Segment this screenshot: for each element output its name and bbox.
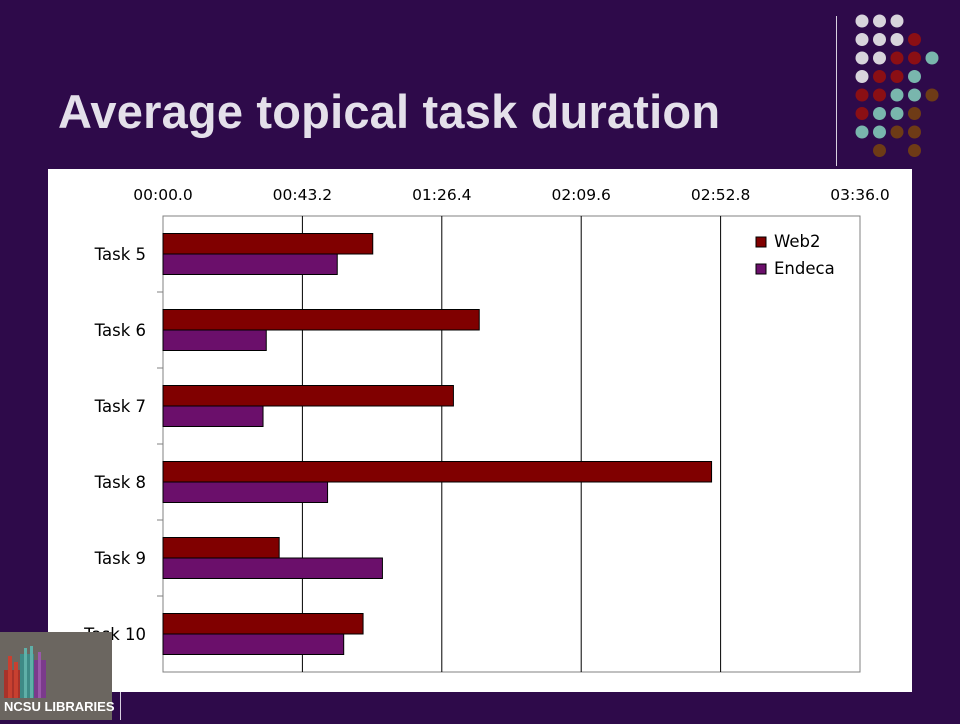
bar-web2-task-7 [162, 385, 454, 407]
bar-endeca-task-10 [162, 633, 345, 655]
decorative-dot [908, 107, 921, 120]
decorative-dot [908, 70, 921, 83]
decorative-dot [908, 88, 921, 102]
decorative-dot [855, 51, 869, 65]
decorative-dot [890, 70, 904, 83]
x-tick-label: 01:26.4 [412, 186, 471, 204]
decorative-dot [855, 14, 869, 28]
decorative-dot [855, 125, 869, 139]
decorative-dot [855, 88, 869, 102]
bar-web2-task-10 [162, 613, 364, 635]
bar-endeca-task-5 [162, 253, 338, 275]
decorative-dot [855, 33, 869, 46]
decorative-dot [925, 88, 939, 102]
decorative-dot [873, 33, 886, 46]
decorative-dot [873, 88, 886, 102]
legend-swatch-endeca [755, 263, 767, 275]
decorative-dot [908, 125, 921, 139]
x-tick-label: 00:43.2 [273, 186, 332, 204]
decorative-dot [873, 107, 886, 120]
bar-web2-task-5 [162, 233, 374, 255]
decorative-dot [890, 33, 904, 46]
decorative-dot [873, 144, 886, 157]
category-label: Task 9 [94, 549, 146, 568]
legend-swatch-web2 [755, 236, 767, 248]
decorative-dot [908, 51, 921, 65]
x-tick-label: 00:00.0 [133, 186, 192, 204]
decorative-dot [855, 107, 869, 120]
x-tick-label: 02:09.6 [551, 186, 610, 204]
bar-web2-task-9 [162, 537, 280, 559]
x-tick-label: 03:36.0 [830, 186, 889, 204]
bar-endeca-task-8 [162, 481, 329, 503]
legend-label-web2: Web2 [774, 232, 820, 251]
decorative-dot [925, 51, 939, 65]
plot-area [162, 215, 861, 673]
decorative-dot [890, 107, 904, 120]
category-label: Task 6 [94, 321, 146, 340]
bar-endeca-task-9 [162, 557, 383, 579]
slide-title: Average topical task duration [58, 85, 721, 138]
decorative-dot [855, 70, 869, 83]
category-label: Task 7 [94, 397, 146, 416]
decorative-dot [908, 144, 921, 157]
bar-chart: 00:00.0 00:43.2 01:26.4 02:09.6 02:52.8 03:36… [83, 186, 890, 673]
decorative-dot [873, 14, 886, 28]
category-label: Task 8 [94, 473, 146, 492]
library-building-icon [4, 646, 46, 698]
decorative-dot [908, 33, 921, 46]
divider-vertical-bottom [120, 692, 121, 720]
divider-vertical [836, 16, 837, 166]
x-tick-label: 02:52.8 [691, 186, 750, 204]
decorative-dot [873, 70, 886, 83]
category-label: Task 5 [94, 245, 146, 264]
logo-text: NCSU LIBRARIES [4, 699, 115, 714]
bar-web2-task-6 [162, 309, 480, 331]
bar-web2-task-8 [162, 461, 713, 483]
decorative-dot [890, 14, 904, 28]
decorative-dot [890, 88, 904, 102]
decorative-dot [890, 125, 904, 139]
decorative-dot [890, 51, 904, 65]
bar-endeca-task-7 [162, 405, 264, 427]
legend-label-endeca: Endeca [774, 259, 835, 278]
decorative-dot [873, 125, 886, 139]
chart-panel: 00:00.0 00:43.2 01:26.4 02:09.6 02:52.8 03:36… [48, 169, 912, 692]
ncsu-libraries-logo: NCSU LIBRARIES [0, 632, 115, 720]
decorative-dot [873, 51, 886, 65]
bar-endeca-task-6 [162, 329, 267, 351]
